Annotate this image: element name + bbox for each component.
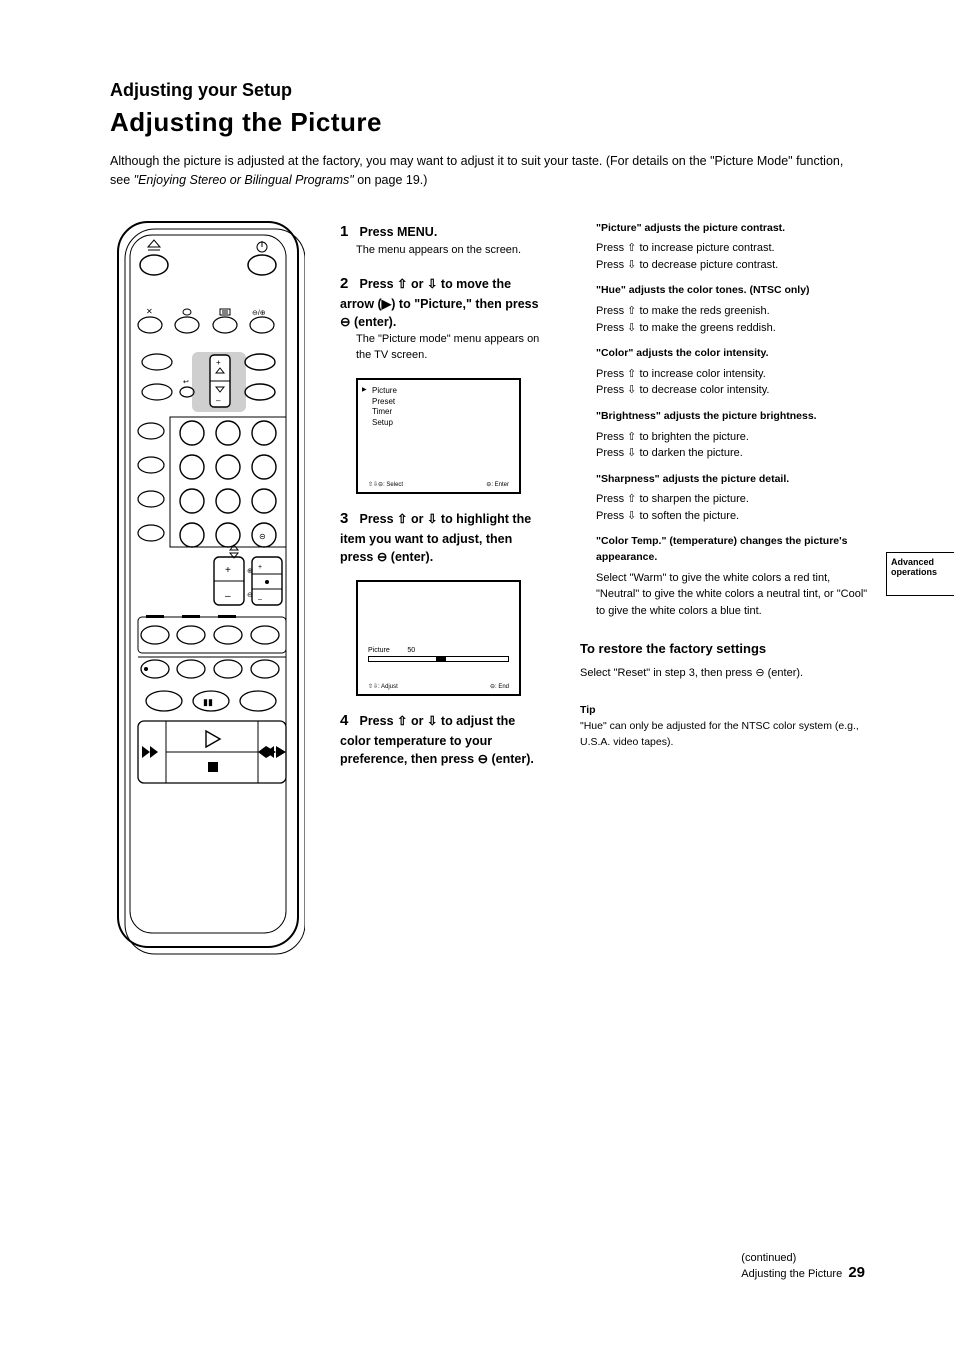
menu-list: Picture Preset Timer Setup <box>358 380 519 429</box>
tip-body: "Hue" can only be adjusted for the NTSC … <box>580 719 869 751</box>
intro-text: Although the picture is adjusted at the … <box>110 152 850 190</box>
menu-item-setup: Setup <box>372 418 519 429</box>
input-select-button: ⊖/⊕ <box>250 310 274 333</box>
svg-text:▮▮: ▮▮ <box>203 697 213 707</box>
return-button <box>180 387 194 397</box>
menu-screen-1: Picture Preset Timer Setup ⇧⇩⊖: Select ⊖… <box>356 378 521 494</box>
remote-column: ✕ ⊖/⊕ ↩ + <box>110 213 305 955</box>
restore-body: Select "Reset" in step 3, then press ⊖ (… <box>580 665 869 682</box>
svg-text:+: + <box>225 565 231 576</box>
step-2: 2 Press ⇧ or ⇩ to move the arrow (▶) to … <box>340 273 545 364</box>
step-2-body: The "Picture mode" menu appears on the T… <box>340 331 545 364</box>
p-hue: Press ⇧ to make the reds greenish.Press … <box>580 303 869 336</box>
footer: (continued) Adjusting the Picture 29 <box>741 1252 869 1281</box>
step-1-title: Press MENU. <box>359 225 437 239</box>
remote-control-diagram: ✕ ⊖/⊕ ↩ + <box>110 217 305 955</box>
menu-item-timer: Timer <box>372 407 519 418</box>
menu-item-picture: Picture <box>372 386 519 397</box>
tip-heading: Tip <box>580 703 869 719</box>
p-sharp: Press ⇧ to sharpen the picture.Press ⇩ t… <box>580 491 869 524</box>
page-title: Adjusting the Picture <box>110 107 869 138</box>
svg-text:–: – <box>225 591 231 602</box>
section-marker: Adjusting your Setup <box>110 80 869 101</box>
right-column: "Picture" adjusts the picture contrast. … <box>580 213 869 955</box>
eject-button <box>140 240 168 275</box>
steps-column: 1 Press MENU. The menu appears on the sc… <box>340 213 545 955</box>
p-picture: Press ⇧ to increase picture contrast.Pre… <box>580 240 869 273</box>
step-4-num: 4 <box>340 710 356 732</box>
section-tab-text: Advanced operations <box>891 557 937 577</box>
mute-button: ✕ <box>138 307 162 333</box>
step-3-title: Press ⇧ or ⇩ to highlight the item you w… <box>340 512 531 564</box>
hint-end: ⊖: End <box>490 683 509 690</box>
svg-text:⊝: ⊝ <box>259 532 266 541</box>
continued-label: (continued) <box>741 1252 796 1264</box>
svg-text:+: + <box>216 358 221 367</box>
restore-heading: To restore the factory settings <box>580 639 869 659</box>
bar-value: 50 <box>407 647 415 654</box>
page-root: Adjusting your Setup Adjusting the Pictu… <box>0 0 954 1351</box>
footer-label: Adjusting the Picture <box>741 1268 842 1280</box>
step-3: 3 Press ⇧ or ⇩ to highlight the item you… <box>340 508 545 566</box>
menu-screen-2: Picture 50 ⇧⇩: Adjust ⊖: End <box>356 580 521 696</box>
menu-item-preset: Preset <box>372 397 519 408</box>
a-button <box>142 354 172 370</box>
bar-label: Picture <box>368 647 390 654</box>
hint-select: ⇧⇩⊖: Select <box>368 481 403 488</box>
step-3-num: 3 <box>340 508 356 530</box>
svg-text:+: + <box>258 564 262 571</box>
b-button <box>142 384 172 400</box>
section-marker-text: Adjusting your Setup <box>110 80 292 100</box>
section-tab: Advanced operations <box>886 552 954 596</box>
step-1-num: 1 <box>340 221 356 243</box>
p-color: Press ⇧ to increase color intensity.Pres… <box>580 366 869 399</box>
p-temp: Select "Warm" to give the white colors a… <box>580 570 869 620</box>
hint-enter: ⊖: Enter <box>486 481 509 488</box>
menu-hints-1: ⇧⇩⊖: Select ⊖: Enter <box>358 481 519 488</box>
step-4: 4 Press ⇧ or ⇩ to adjust the color tempe… <box>340 710 545 768</box>
svg-text:–: – <box>258 596 262 603</box>
content-row: ✕ ⊖/⊕ ↩ + <box>0 205 954 955</box>
hd-color: "Color" adjusts the color intensity. <box>580 346 869 362</box>
enter-button <box>245 384 275 400</box>
hd-picture: "Picture" adjusts the picture contrast. <box>580 221 869 237</box>
svg-text:–: – <box>216 396 221 405</box>
hd-bright: "Brightness" adjusts the picture brightn… <box>580 409 869 425</box>
display-button <box>213 309 237 333</box>
power-button <box>248 241 276 275</box>
svg-text:✕: ✕ <box>146 307 153 316</box>
step-1-body: The menu appears on the screen. <box>340 242 545 259</box>
step-1: 1 Press MENU. The menu appears on the sc… <box>340 221 545 259</box>
hd-hue: "Hue" adjusts the color tones. (NTSC onl… <box>580 283 869 299</box>
page-number: 29 <box>848 1264 865 1281</box>
rec-mode-button <box>175 309 199 333</box>
adjust-bar <box>368 656 509 662</box>
menu-hints-2: ⇧⇩: Adjust ⊖: End <box>358 683 519 690</box>
hd-sharp: "Sharpness" adjusts the picture detail. <box>580 472 869 488</box>
header: Adjusting your Setup Adjusting the Pictu… <box>0 0 954 205</box>
p-bright: Press ⇧ to brighten the picture.Press ⇩ … <box>580 429 869 462</box>
step-2-title: Press ⇧ or ⇩ to move the arrow (▶) to "P… <box>340 277 539 329</box>
step-2-num: 2 <box>340 273 356 295</box>
svg-text:⊖/⊕: ⊖/⊕ <box>252 310 266 317</box>
hd-temp: "Color Temp." (temperature) changes the … <box>580 534 869 566</box>
hint-adjust: ⇧⇩: Adjust <box>368 683 398 690</box>
step-4-title: Press ⇧ or ⇩ to adjust the color tempera… <box>340 714 534 766</box>
menu-button <box>245 354 275 370</box>
svg-text:↩: ↩ <box>183 379 189 386</box>
